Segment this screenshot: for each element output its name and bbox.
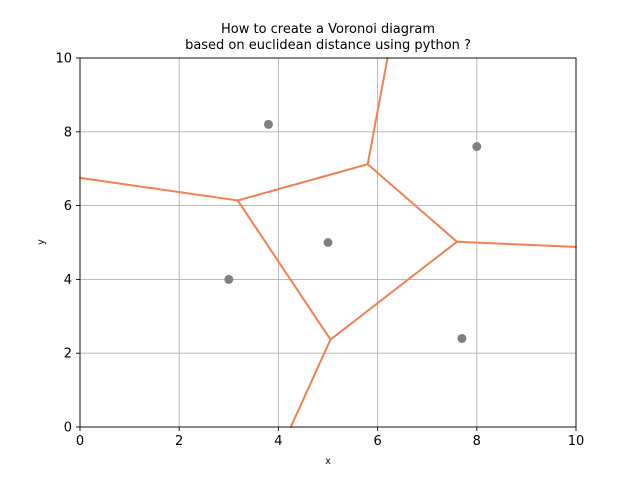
voronoi-edges [79, 57, 577, 428]
chart-title-line2: based on euclidean distance using python… [185, 38, 471, 53]
voronoi-edge [366, 57, 389, 166]
voronoi-edge [366, 163, 458, 243]
data-point [263, 119, 273, 129]
voronoi-edge [79, 176, 239, 202]
x-tick-label: 4 [274, 434, 282, 449]
x-tick-label: 6 [373, 434, 381, 449]
x-tick-label: 10 [568, 434, 585, 449]
data-point [323, 238, 333, 247]
x-tick-label: 0 [76, 434, 84, 449]
plot-frame [79, 57, 577, 428]
data-points [224, 119, 482, 343]
y-tick-label: 6 [64, 199, 72, 214]
y-tick-label: 2 [64, 347, 72, 362]
voronoi-edge [455, 240, 577, 248]
voronoi-edge [236, 163, 369, 202]
y-tick-label: 4 [64, 273, 72, 288]
y-tick-label: 0 [64, 421, 72, 436]
voronoi-edge [329, 240, 458, 341]
axis-ticks: 0 2 4 6 8 10 0 2 4 6 8 10 [55, 52, 584, 450]
data-point [472, 142, 482, 152]
data-point [457, 333, 467, 343]
x-tick-label: 8 [473, 434, 481, 449]
y-tick-label: 8 [64, 125, 72, 140]
voronoi-edge [289, 338, 332, 428]
data-point [224, 274, 234, 284]
x-axis-label: x [325, 456, 331, 467]
voronoi-edge [236, 199, 332, 341]
chart-title-line1: How to create a Voronoi diagram [221, 22, 435, 37]
x-tick-label: 2 [175, 434, 183, 449]
y-axis-label: y [36, 239, 47, 245]
y-tick-label: 10 [55, 52, 72, 67]
